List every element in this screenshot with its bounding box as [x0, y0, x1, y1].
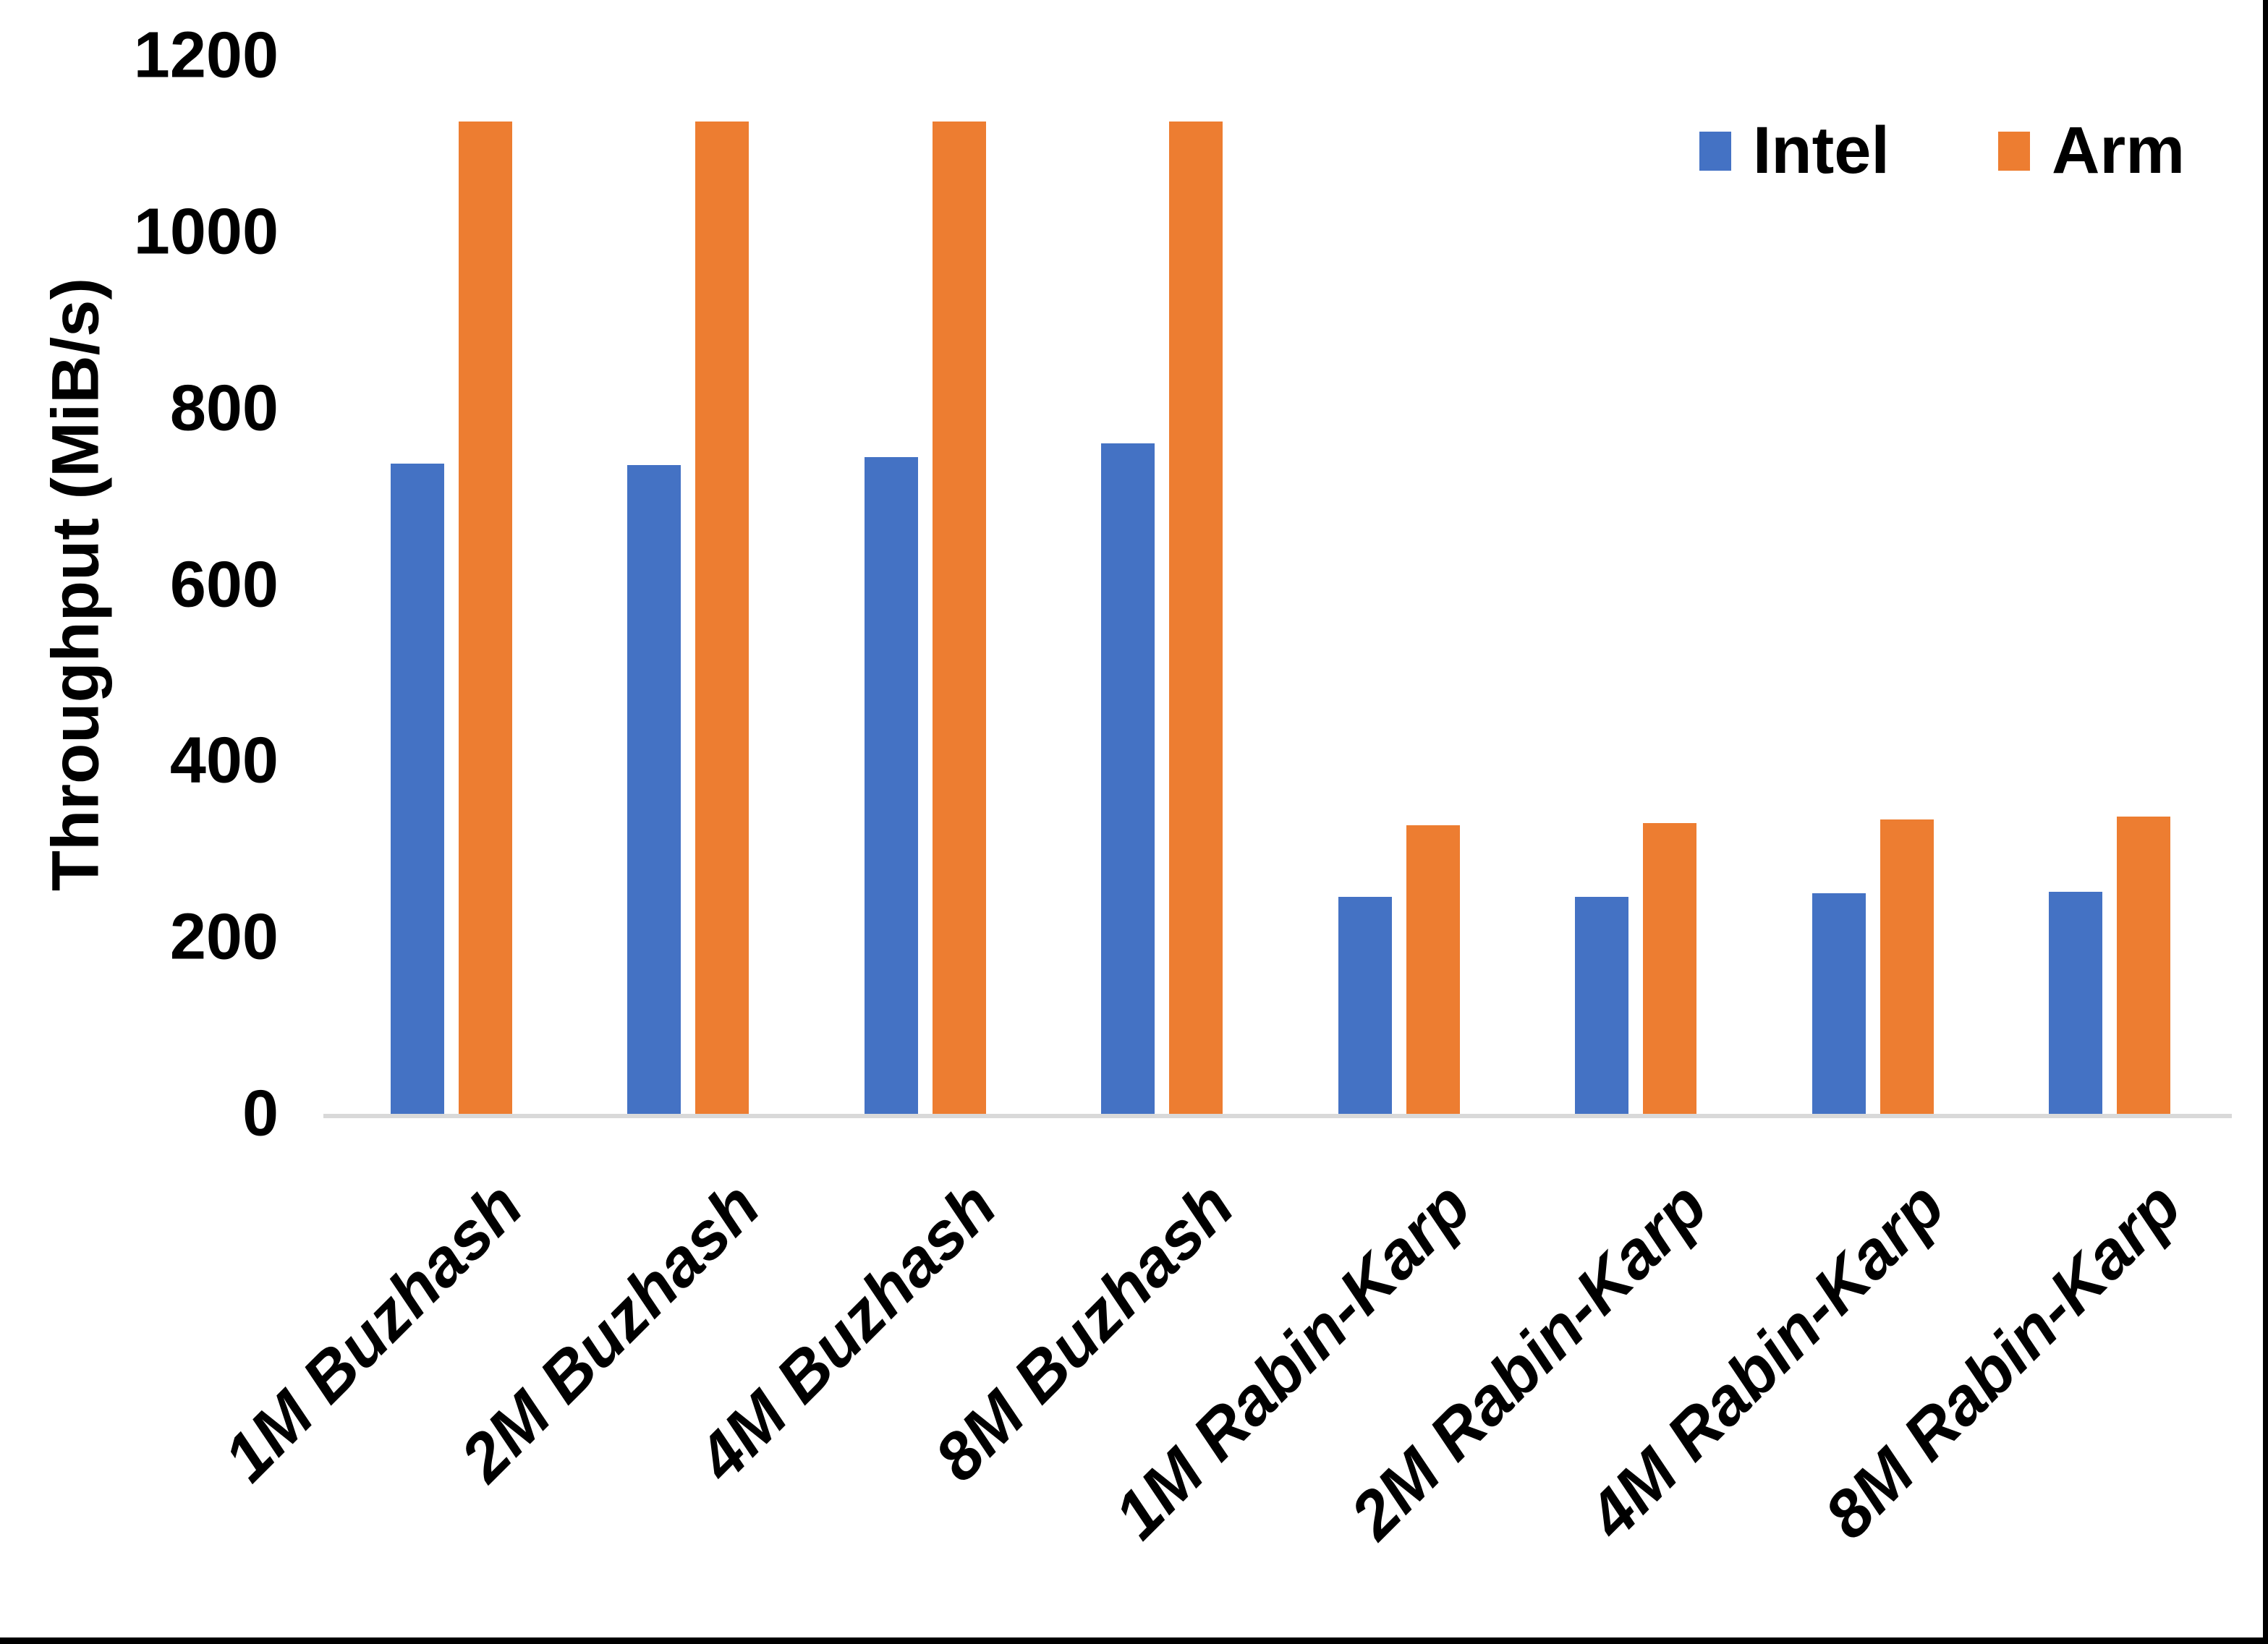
bar-arm-8m-rabin-karp: [2117, 817, 2171, 1114]
bar-intel-2m-rabin-karp: [1575, 897, 1629, 1114]
bar-arm-4m-buzhash: [932, 122, 986, 1114]
legend-swatch-arm: [1997, 131, 2030, 171]
legend-label: Intel: [1752, 114, 1890, 187]
y-tick-label: 600: [169, 548, 279, 621]
bar-arm-1m-rabin-karp: [1406, 825, 1460, 1114]
legend-swatch-intel: [1699, 131, 1731, 171]
legend-label: Arm: [2051, 114, 2185, 187]
legend: Intel Arm: [1699, 113, 2185, 189]
bar-intel-8m-buzhash: [1101, 443, 1155, 1114]
y-tick-label: 1200: [133, 19, 279, 92]
legend-item-arm: Arm: [1997, 113, 2185, 189]
bar-intel-8m-rabin-karp: [2049, 891, 2103, 1114]
bar-intel-4m-buzhash: [864, 456, 918, 1114]
bar-intel-1m-rabin-karp: [1338, 897, 1392, 1114]
x-axis-line: [323, 1114, 2232, 1118]
y-tick-label: 200: [169, 900, 279, 974]
bar-arm-8m-buzhash: [1169, 122, 1223, 1114]
legend-item-intel: Intel: [1699, 113, 1890, 189]
bar-intel-1m-buzhash: [390, 464, 444, 1114]
y-tick-label: 800: [169, 372, 279, 445]
bar-arm-2m-buzhash: [695, 122, 749, 1114]
y-tick-label: 400: [169, 724, 279, 797]
y-tick-label: 0: [242, 1077, 279, 1150]
bar-arm-4m-rabin-karp: [1880, 819, 1934, 1114]
bar-arm-2m-rabin-karp: [1643, 822, 1697, 1114]
y-tick-label: 1000: [133, 195, 279, 268]
bar-intel-4m-rabin-karp: [1812, 893, 1866, 1114]
bar-intel-2m-buzhash: [627, 464, 681, 1114]
bar-arm-1m-buzhash: [458, 122, 512, 1114]
